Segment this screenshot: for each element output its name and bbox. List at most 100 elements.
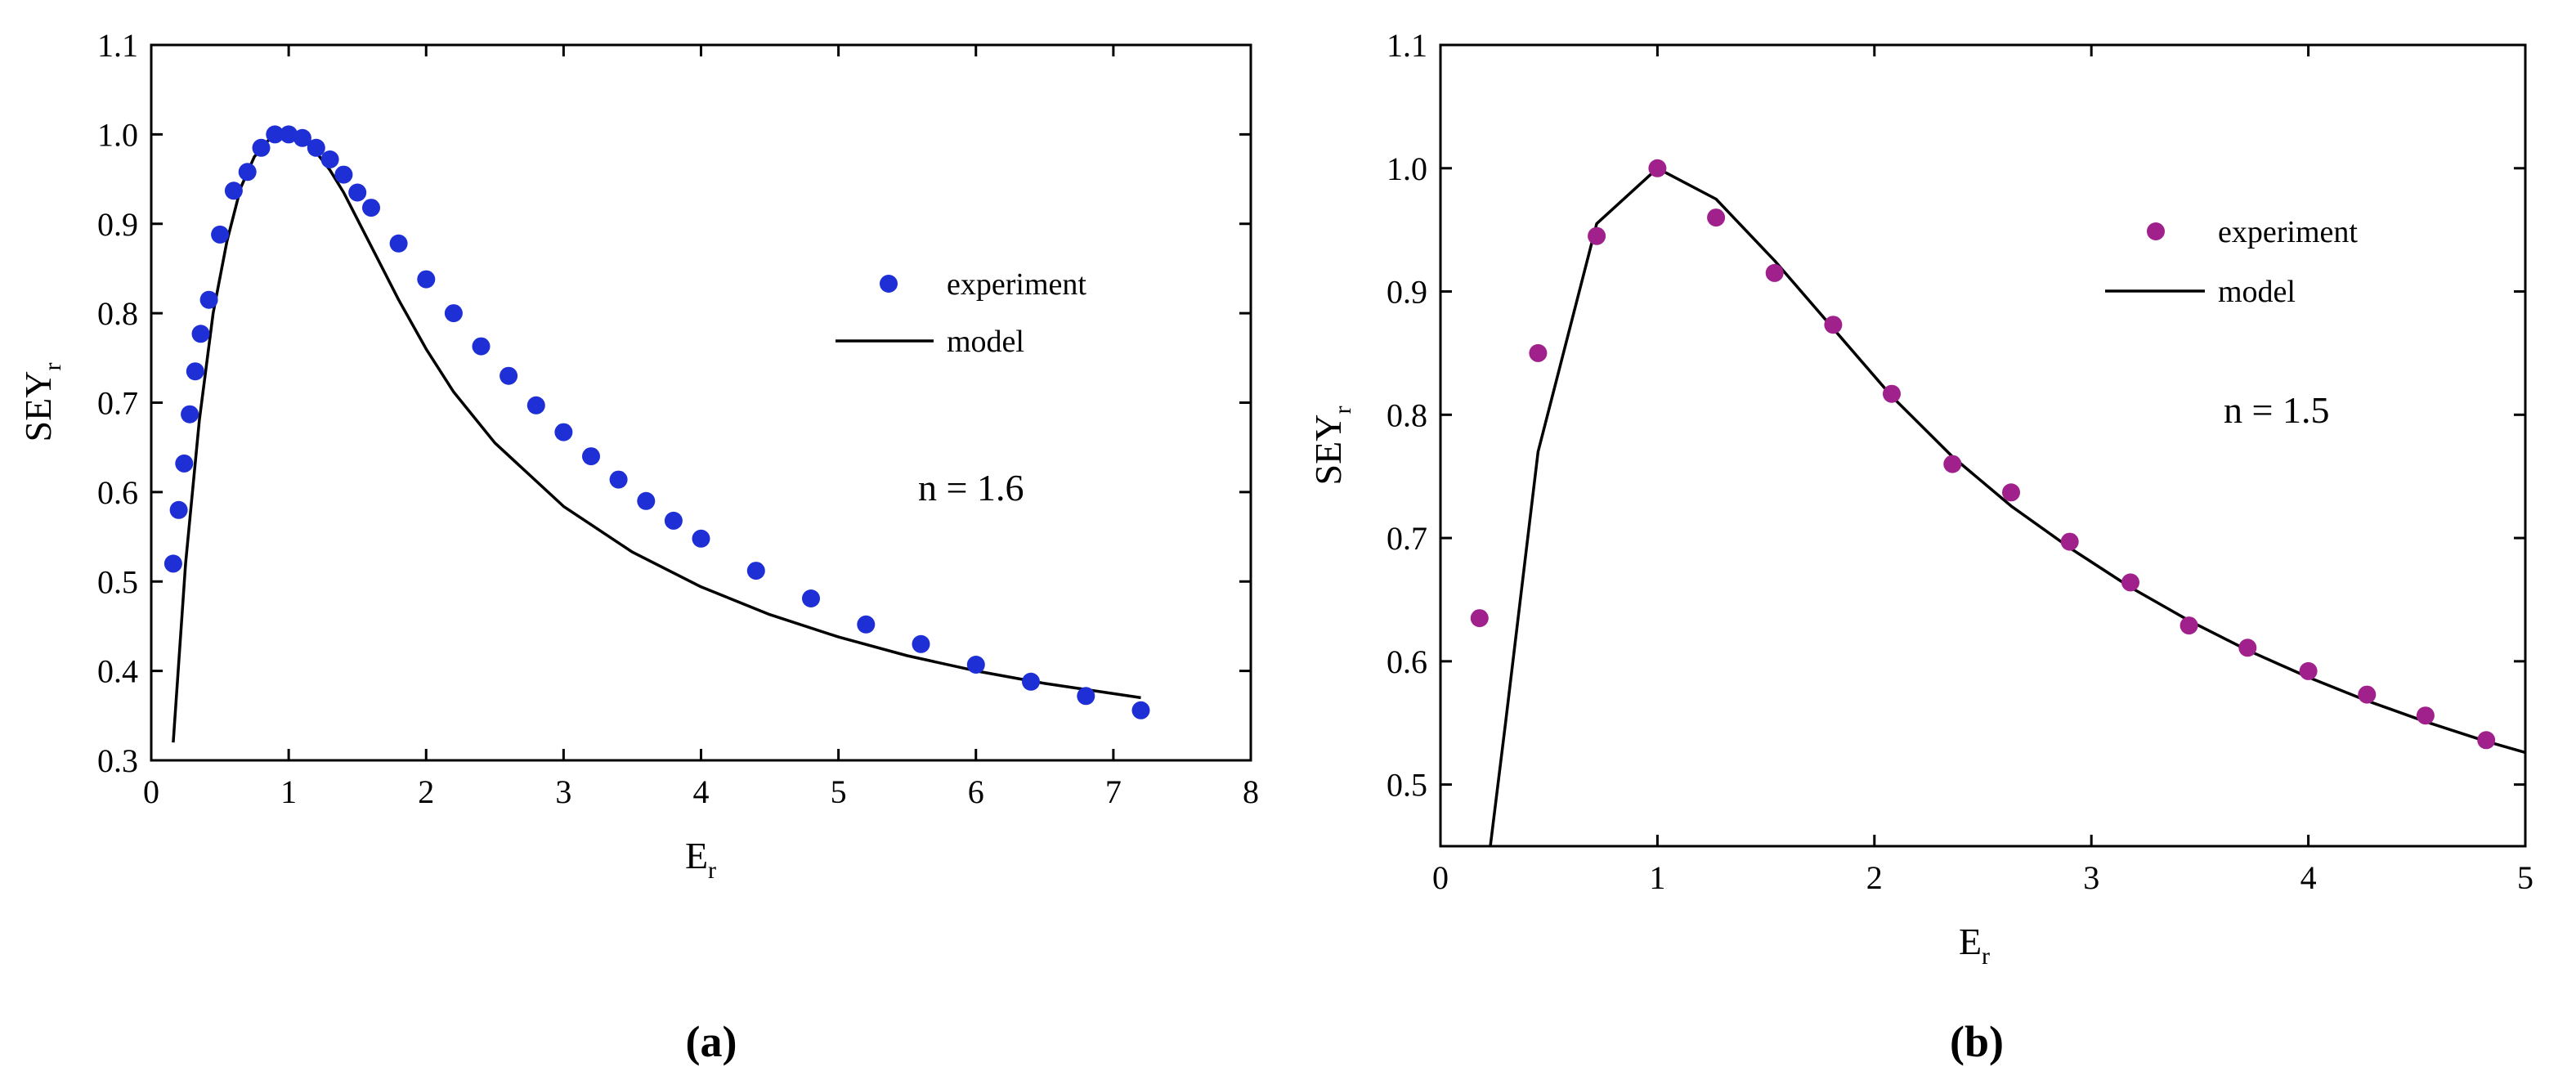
panel-b-experiment-point: [1883, 384, 1901, 403]
panel-a-experiment-point: [966, 656, 985, 674]
panel-a-experiment-point: [389, 234, 408, 253]
panel-b-x-tick-label: 2: [1866, 859, 1883, 896]
panel-b-y-tick-label: 0.7: [1387, 520, 1427, 557]
panel-b-plot-frame: [1439, 43, 2527, 848]
chart-panel-a: 0 1 2 3 4 5 6 7 8 0.3 0.4 0.5 0.6 0.7 0.8 0.9 1.0 1.1 SEY…: [17, 27, 1259, 1066]
panel-b-annotation: n = 1.5: [2224, 389, 2329, 431]
panel-b-ticks: 0 1 2 3 4 5 0.5 0.6 0.7 0.8 0.9 1.0 1.1: [1387, 27, 2533, 896]
panel-a-experiment-point: [199, 290, 218, 309]
panel-a-experiment-point: [348, 183, 367, 202]
panel-b-x-tick-label: 1: [1649, 859, 1665, 896]
panel-b-x-axis-label: Er: [1959, 921, 1990, 970]
panel-a-experiment-point: [320, 150, 339, 168]
panel-a-experiment-point: [802, 589, 820, 607]
panel-a-experiment-point: [181, 405, 199, 424]
panel-a-legend-experiment-marker: [880, 275, 898, 293]
panel-a-experiment-point: [164, 554, 182, 573]
panel-a-y-tick-label: 0.9: [97, 206, 138, 243]
panel-a-x-tick-label: 6: [968, 773, 984, 810]
panel-a-experiment-point: [637, 491, 656, 510]
panel-b-caption: (b): [1950, 1017, 2004, 1066]
panel-a-experiment-point: [417, 270, 436, 289]
panel-a-experiment-point: [169, 500, 188, 519]
panel-a-experiment-point: [609, 470, 628, 489]
panel-a-model-series: [172, 132, 1141, 743]
panel-a-experiment-point: [1131, 701, 1150, 719]
panel-a-y-tick-label: 0.3: [97, 742, 138, 779]
panel-a-experiment-point: [746, 562, 765, 580]
panel-b-y-tick-label: 0.5: [1387, 767, 1427, 804]
panel-b-experiment-point: [1765, 263, 1784, 282]
panel-b-y-tick-label: 1.0: [1387, 150, 1427, 187]
panel-b-experiment-point: [1648, 159, 1667, 177]
panel-a-x-tick-label: 0: [143, 773, 159, 810]
panel-a-experiment-point: [1022, 672, 1040, 691]
panel-a-experiment-point: [526, 396, 545, 415]
panel-b-model-line: [1489, 167, 2526, 847]
panel-a-x-tick-label: 8: [1243, 773, 1259, 810]
panel-b-legend-experiment-label: experiment: [2218, 215, 2358, 249]
panel-a-experiment-point: [857, 615, 876, 634]
panel-b-experiment-point: [2416, 706, 2435, 725]
panel-a-x-tick-label: 1: [280, 773, 297, 810]
panel-a-y-tick-label: 0.5: [97, 563, 138, 600]
panel-b-x-tick-label: 0: [1432, 859, 1449, 896]
panel-a-y-tick-label: 0.6: [97, 474, 138, 511]
panel-b-experiment-point: [1824, 316, 1843, 334]
panel-b-experiment-point: [2180, 616, 2198, 635]
panel-a-caption: (a): [686, 1017, 737, 1066]
panel-b-x-tick-label: 3: [2083, 859, 2099, 896]
panel-a-experiment-point: [307, 138, 325, 157]
panel-a-x-tick-label: 5: [831, 773, 847, 810]
panel-a-experiment-point: [191, 325, 210, 343]
panel-a-experiment-point: [500, 366, 518, 385]
panel-a-y-tick-label: 0.8: [97, 295, 138, 332]
panel-a-y-axis-label: SEYr: [17, 363, 66, 442]
panel-a-experiment-point: [186, 362, 204, 381]
panel-a-y-tick-label: 1.0: [97, 116, 138, 153]
panel-a-model-line: [172, 132, 1141, 743]
panel-a-experiment-point: [293, 128, 311, 147]
panel-a-x-tick-label: 4: [693, 773, 710, 810]
panel-b-experiment-point: [2060, 532, 2079, 551]
panel-a-y-tick-label: 1.1: [97, 27, 138, 64]
panel-b-y-tick-label: 0.6: [1387, 643, 1427, 680]
panel-a-legend-model-label: model: [947, 325, 1024, 359]
panel-a-experiment-point: [362, 199, 380, 217]
panel-b-legend-model-label: model: [2218, 275, 2296, 309]
panel-a-experiment-point: [224, 182, 243, 200]
panel-a-experiment-point: [912, 634, 930, 653]
panel-a-experiment-point: [211, 225, 230, 244]
panel-a-experiment-point: [252, 138, 271, 157]
panel-b-experiment-point: [1470, 609, 1489, 628]
panel-b-experiment-point: [2121, 573, 2139, 592]
panel-a-legend: experiment model: [836, 267, 1086, 359]
panel-b-legend: experiment model: [2105, 215, 2358, 309]
panel-b-experiment-point: [1588, 226, 1606, 245]
panel-b-experiment-point: [2358, 685, 2377, 704]
panel-a-experiment-point: [334, 165, 353, 184]
panel-a-experiment-point: [472, 337, 491, 356]
panel-a-y-tick-label: 0.4: [97, 653, 138, 690]
panel-a-x-tick-label: 2: [418, 773, 434, 810]
panel-b-x-tick-label: 5: [2517, 859, 2533, 896]
panel-a-experiment-point: [175, 454, 194, 473]
panel-a-x-axis-label: Er: [685, 835, 716, 884]
chart-panel-b: 0 1 2 3 4 5 0.5 0.6 0.7 0.8 0.9 1.0 1.1 SEYr Er expe…: [1307, 27, 2533, 1066]
panel-b-experiment-point: [1943, 455, 1962, 473]
panel-a-experiment-point: [444, 304, 463, 323]
panel-b-y-tick-label: 0.8: [1387, 397, 1427, 433]
panel-a-experiment-point: [554, 423, 573, 441]
panel-a-legend-experiment-label: experiment: [947, 267, 1086, 302]
panel-a-experiment-point: [238, 163, 257, 182]
panel-b-experiment-point: [2238, 639, 2257, 657]
panel-a-ticks: 0 1 2 3 4 5 6 7 8 0.3 0.4 0.5 0.6 0.7 0.8 0.9 1.0 1.1: [97, 27, 1259, 810]
panel-b-experiment-series: [1470, 159, 2496, 750]
panel-a-experiment-point: [280, 125, 298, 144]
panel-a-experiment-point: [266, 125, 284, 144]
panel-b-legend-experiment-marker: [2147, 222, 2165, 240]
panel-b-experiment-point: [2002, 483, 2020, 502]
panel-a-y-tick-label: 0.7: [97, 385, 138, 422]
panel-a-x-tick-label: 3: [555, 773, 571, 810]
